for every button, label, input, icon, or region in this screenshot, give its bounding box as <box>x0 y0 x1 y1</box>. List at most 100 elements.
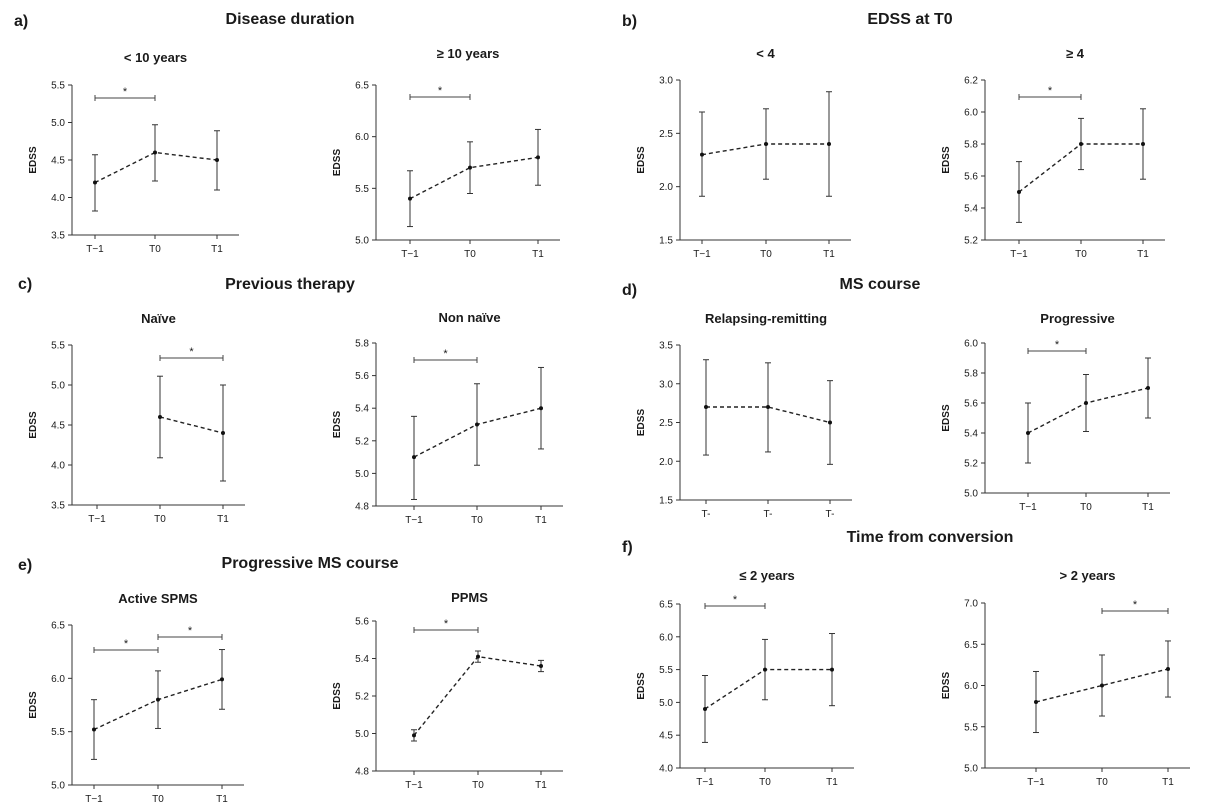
chart-8-data-point <box>1026 431 1030 435</box>
chart-12-y-tick-label: 6.0 <box>964 681 978 692</box>
chart-12-y-tick-label: 6.5 <box>964 640 978 651</box>
chart-3-y-tick-label: 1.5 <box>659 236 673 247</box>
chart-11-y-tick-label: 4.0 <box>659 764 673 775</box>
chart-7-y-tick-label: 3.0 <box>659 379 673 390</box>
chart-10-y-axis-label: EDSS <box>332 682 343 710</box>
chart-4-x-tick-label: T1 <box>1137 249 1149 260</box>
chart-9-y-axis-label: EDSS <box>28 691 39 719</box>
panel-letter-b: b) <box>622 13 638 30</box>
chart-5-x-tick-label: T−1 <box>88 514 106 525</box>
chart-11-y-tick-label: 5.0 <box>659 698 673 709</box>
chart-12-x-tick-label: T1 <box>1162 777 1174 788</box>
chart-3-data-point <box>764 142 768 146</box>
chart-10-title: PPMS <box>451 590 488 605</box>
chart-5-y-tick-label: 4.0 <box>51 461 65 472</box>
chart-7-y-tick-label: 2.0 <box>659 457 673 468</box>
chart-6-x-tick-label: T1 <box>535 515 547 526</box>
chart-8-x-tick-label: T0 <box>1080 502 1092 513</box>
chart-2-data-point <box>536 155 540 160</box>
chart-4-y-tick-label: 5.2 <box>964 236 978 247</box>
chart-10-data-point <box>476 654 480 659</box>
section-title-a: Disease duration <box>225 11 355 28</box>
chart-3-x-tick-label: T0 <box>760 249 772 260</box>
chart-8-y-tick-label: 5.4 <box>964 429 978 440</box>
chart-6-x-tick-label: T−1 <box>405 515 423 526</box>
chart-5-x-tick-label: T0 <box>154 514 166 525</box>
chart-11-title: ≤ 2 years <box>739 568 795 583</box>
chart-11-x-tick-label: T0 <box>759 777 771 788</box>
chart-8-y-tick-label: 5.2 <box>964 459 978 470</box>
chart-7-y-tick-label: 3.5 <box>659 341 673 352</box>
chart-6-y-axis-label: EDSS <box>332 411 343 439</box>
chart-3-y-tick-label: 3.0 <box>659 76 673 87</box>
chart-9-title: Active SPMS <box>118 591 198 606</box>
chart-4-y-tick-label: 5.6 <box>964 172 978 183</box>
chart-1-y-tick-label: 4.5 <box>51 156 65 167</box>
chart-6-y-tick-label: 5.0 <box>355 469 369 480</box>
chart-12-x-tick-label: T−1 <box>1027 777 1045 788</box>
chart-2-data-point <box>408 196 412 201</box>
chart-5-data-point <box>158 415 162 419</box>
chart-10-y-tick-label: 5.2 <box>355 692 369 703</box>
chart-9-significance-star: * <box>124 638 129 650</box>
chart-1-title: < 10 years <box>124 50 187 65</box>
chart-7-data-point <box>766 405 770 409</box>
chart-6-y-tick-label: 5.6 <box>355 371 369 382</box>
chart-6-x-tick-label: T0 <box>471 515 483 526</box>
chart-11-y-tick-label: 6.5 <box>659 600 673 611</box>
chart-5-y-axis-label: EDSS <box>28 411 39 439</box>
chart-11-y-tick-label: 4.5 <box>659 731 673 742</box>
chart-11-data-point <box>763 667 767 672</box>
chart-9-significance-star: * <box>188 625 193 637</box>
chart-9-data-point <box>220 677 224 682</box>
chart-7-y-tick-label: 2.5 <box>659 418 673 429</box>
chart-4-y-axis-label: EDSS <box>941 146 952 174</box>
chart-1-x-tick-label: T−1 <box>86 244 104 255</box>
panel-letter-a: a) <box>14 13 29 30</box>
chart-3-y-axis-label: EDSS <box>636 146 647 174</box>
chart-8-y-axis-label: EDSS <box>941 404 952 432</box>
chart-3-title: < 4 <box>756 46 775 61</box>
chart-12-y-tick-label: 5.0 <box>964 764 978 775</box>
chart-4-data-point <box>1079 142 1083 146</box>
chart-1-significance-star: * <box>123 86 128 98</box>
chart-9-y-tick-label: 5.0 <box>51 781 65 792</box>
chart-5-data-point <box>221 431 225 435</box>
chart-8-title: Progressive <box>1040 311 1114 326</box>
chart-6-y-tick-label: 4.8 <box>355 502 369 513</box>
chart-9-y-tick-label: 6.5 <box>51 621 65 632</box>
chart-12-series-line <box>1035 668 1169 703</box>
chart-10-y-tick-label: 4.8 <box>355 767 369 778</box>
chart-4-x-tick-label: T0 <box>1075 249 1087 260</box>
chart-6-data-point <box>475 422 479 427</box>
section-title-b: EDSS at T0 <box>867 11 953 28</box>
chart-5-y-tick-label: 5.5 <box>51 341 65 352</box>
chart-11-x-tick-label: T1 <box>826 777 838 788</box>
panel-letter-d: d) <box>622 282 638 299</box>
chart-7-y-tick-label: 1.5 <box>659 496 673 507</box>
chart-8-data-point <box>1084 401 1088 405</box>
chart-10-y-tick-label: 5.6 <box>355 617 369 628</box>
chart-2-x-tick-label: T1 <box>532 249 544 260</box>
chart-3-y-tick-label: 2.0 <box>659 182 673 193</box>
chart-3-data-point <box>700 152 704 157</box>
chart-10-significance-star: * <box>444 618 449 630</box>
chart-8-y-tick-label: 5.0 <box>964 489 978 500</box>
chart-8-significance-star: * <box>1055 339 1060 351</box>
chart-10-x-tick-label: T0 <box>472 780 484 791</box>
chart-4-x-tick-label: T−1 <box>1010 249 1028 260</box>
chart-10-y-tick-label: 5.0 <box>355 729 369 740</box>
chart-4-data-point <box>1141 142 1145 146</box>
chart-12-x-tick-label: T0 <box>1096 777 1108 788</box>
chart-10-x-tick-label: T−1 <box>405 780 423 791</box>
chart-1-x-tick-label: T0 <box>149 244 161 255</box>
chart-2-series-line <box>409 156 539 200</box>
chart-8-y-tick-label: 6.0 <box>964 339 978 350</box>
chart-5-series-line <box>159 416 224 434</box>
chart-1-y-tick-label: 5.5 <box>51 81 65 92</box>
chart-9-data-point <box>156 697 160 702</box>
chart-6-data-point <box>412 455 416 460</box>
chart-2-x-tick-label: T−1 <box>401 249 419 260</box>
chart-8-series-line <box>1027 387 1149 434</box>
chart-3-x-tick-label: T−1 <box>693 249 711 260</box>
